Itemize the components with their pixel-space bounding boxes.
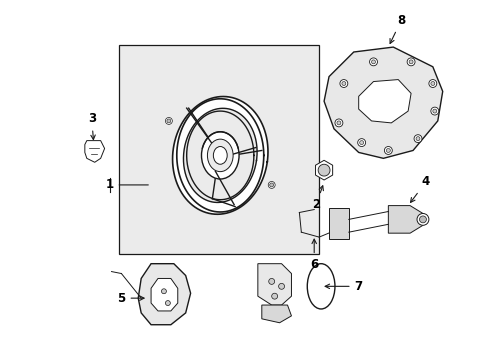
Ellipse shape [268,278,274,284]
Ellipse shape [165,117,172,124]
Polygon shape [324,47,442,158]
Text: 5: 5 [117,292,144,305]
Ellipse shape [201,132,239,179]
Ellipse shape [278,283,284,289]
Ellipse shape [430,82,434,85]
Text: 6: 6 [309,239,318,271]
Ellipse shape [161,289,166,294]
Polygon shape [328,208,348,239]
Polygon shape [186,111,253,200]
Ellipse shape [318,164,329,176]
Ellipse shape [369,58,377,66]
Polygon shape [315,160,332,180]
Ellipse shape [432,109,436,113]
Ellipse shape [207,139,233,172]
Ellipse shape [334,119,342,127]
Text: 1: 1 [105,179,148,192]
Ellipse shape [341,82,345,85]
Ellipse shape [413,135,421,143]
Ellipse shape [165,301,170,306]
Bar [119,45,319,254]
Text: 3: 3 [87,112,96,140]
Ellipse shape [268,181,275,188]
Ellipse shape [271,293,277,299]
Ellipse shape [336,121,340,125]
Ellipse shape [306,264,334,309]
Polygon shape [151,278,178,311]
Ellipse shape [415,137,419,141]
Polygon shape [387,206,422,233]
Text: 7: 7 [325,280,362,293]
Ellipse shape [407,58,414,66]
Ellipse shape [166,119,170,123]
Text: 8: 8 [389,14,405,44]
Ellipse shape [384,147,391,154]
Ellipse shape [428,80,436,87]
Ellipse shape [357,139,365,147]
Ellipse shape [269,183,273,187]
Polygon shape [183,108,257,202]
Ellipse shape [416,213,428,225]
Polygon shape [84,141,104,162]
Ellipse shape [419,216,426,223]
Polygon shape [257,264,291,305]
Ellipse shape [339,80,347,87]
Ellipse shape [386,148,389,152]
Polygon shape [138,264,190,325]
Ellipse shape [408,60,412,64]
Polygon shape [358,80,410,123]
Text: 4: 4 [410,175,429,202]
Text: 2: 2 [311,186,323,211]
Ellipse shape [430,107,438,115]
Ellipse shape [359,141,363,145]
Polygon shape [261,305,291,323]
Ellipse shape [371,60,375,64]
Polygon shape [177,99,263,212]
Ellipse shape [213,147,227,164]
Polygon shape [172,96,267,214]
